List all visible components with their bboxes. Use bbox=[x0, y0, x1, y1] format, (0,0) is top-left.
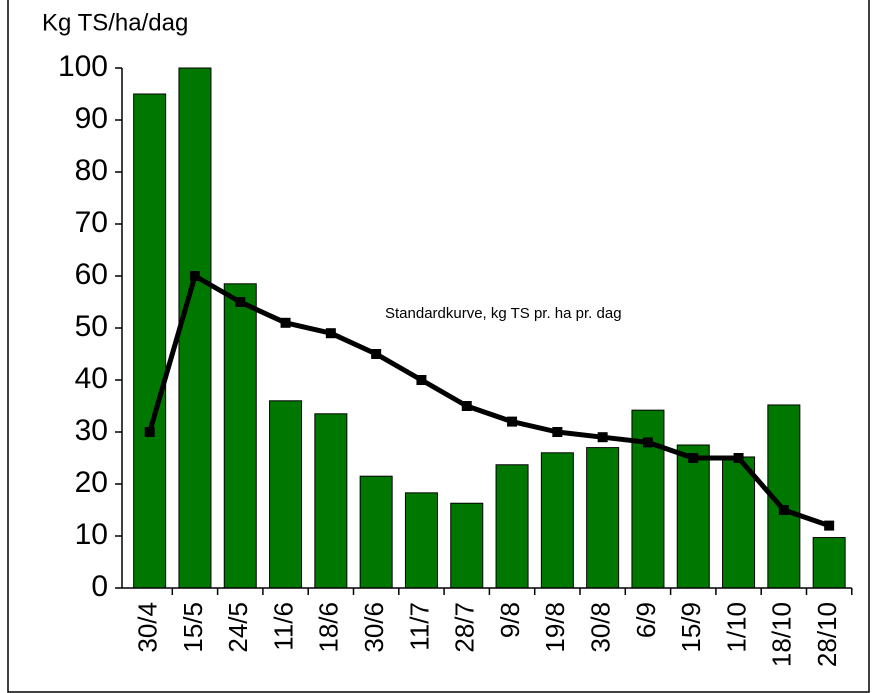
x-tick-label: 30/4 bbox=[133, 602, 163, 653]
line-marker bbox=[642, 437, 653, 448]
y-tick-label: 80 bbox=[75, 154, 108, 187]
bar bbox=[133, 93, 167, 589]
annotation: Standardkurve, kg TS pr. ha pr. dag bbox=[385, 305, 622, 322]
frame bbox=[7, 0, 870, 693]
line-marker bbox=[235, 297, 246, 307]
line-marker bbox=[461, 401, 472, 411]
line-marker bbox=[778, 505, 789, 515]
line-marker bbox=[824, 520, 835, 531]
bar bbox=[631, 409, 665, 589]
bar bbox=[314, 413, 348, 589]
line-marker bbox=[325, 328, 336, 339]
y-axis-label: Kg TS/ha/dag bbox=[42, 9, 188, 36]
line-marker bbox=[371, 349, 382, 359]
y-tick-label: 70 bbox=[75, 206, 108, 239]
bar bbox=[178, 67, 212, 589]
bar bbox=[540, 452, 574, 589]
y-tick-label: 50 bbox=[75, 310, 108, 343]
x-tick-label: 19/8 bbox=[540, 602, 570, 653]
x-tick-label: 11/7 bbox=[404, 602, 434, 651]
bar bbox=[359, 475, 393, 589]
bar bbox=[722, 456, 756, 589]
x-tick-label: 30/6 bbox=[359, 602, 389, 653]
x-tick-label: 9/8 bbox=[495, 602, 525, 638]
bar bbox=[495, 464, 529, 589]
line-marker bbox=[280, 317, 291, 328]
x-tick-label: 28/10 bbox=[812, 602, 842, 667]
x-tick-label: 18/10 bbox=[767, 602, 797, 667]
y-tick-label: 10 bbox=[75, 518, 108, 551]
y-tick-label: 60 bbox=[75, 258, 108, 291]
bar bbox=[269, 400, 303, 589]
bar bbox=[586, 447, 620, 589]
bar bbox=[676, 444, 710, 589]
line-marker bbox=[733, 453, 744, 463]
line-marker bbox=[688, 453, 699, 463]
y-tick-label: 30 bbox=[75, 414, 108, 447]
x-tick-label: 24/5 bbox=[223, 602, 253, 653]
x-tick-label: 6/9 bbox=[631, 602, 661, 638]
line-marker bbox=[507, 416, 518, 427]
y-tick-label: 40 bbox=[75, 362, 108, 395]
line-marker bbox=[416, 375, 427, 385]
x-tick-label: 15/9 bbox=[676, 602, 706, 653]
line bbox=[147, 273, 830, 528]
x-tick-label: 28/7 bbox=[450, 602, 480, 653]
x-tick-label: 18/6 bbox=[314, 602, 344, 653]
y-tick-label: 90 bbox=[75, 102, 108, 135]
y-tick-label: 100 bbox=[58, 50, 108, 83]
bar bbox=[404, 492, 438, 589]
x-tick-label: 30/8 bbox=[586, 602, 616, 653]
y-tick-label: 20 bbox=[75, 466, 108, 499]
bar bbox=[223, 283, 257, 589]
x-tick-label: 1/10 bbox=[721, 602, 751, 653]
line-marker bbox=[189, 271, 200, 281]
line-marker bbox=[597, 432, 608, 443]
line-marker bbox=[552, 427, 563, 437]
bar bbox=[812, 537, 846, 589]
bar bbox=[450, 502, 484, 589]
x-tick-label: 15/5 bbox=[178, 602, 208, 653]
line-marker bbox=[144, 427, 155, 437]
x-tick-label: 11/6 bbox=[268, 602, 298, 651]
y-tick-label: 0 bbox=[91, 570, 108, 603]
